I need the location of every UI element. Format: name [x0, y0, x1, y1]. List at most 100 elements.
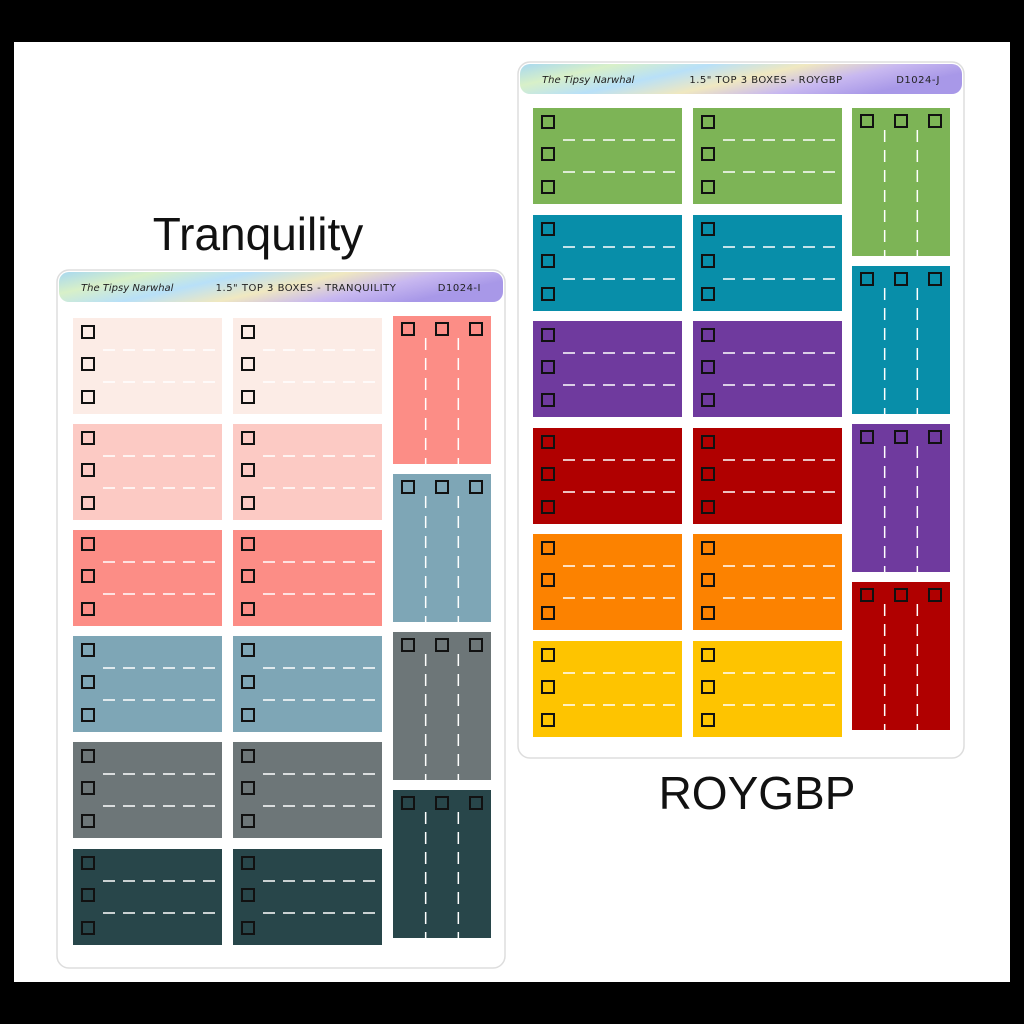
product-code: D1024-I — [438, 283, 481, 294]
box-sticker — [533, 428, 682, 524]
checkbox — [894, 430, 908, 444]
checkbox — [541, 541, 555, 555]
checkbox — [81, 675, 95, 689]
checkbox — [469, 322, 483, 336]
checkbox — [81, 921, 95, 935]
checkbox — [860, 114, 874, 128]
checkbox — [541, 254, 555, 268]
box-sticker — [233, 318, 382, 414]
box-sticker — [693, 534, 842, 630]
sheet-header — [59, 272, 503, 302]
checkbox — [701, 606, 715, 620]
checkbox — [81, 888, 95, 902]
checkbox — [81, 390, 95, 404]
checkbox — [81, 537, 95, 551]
checkbox — [241, 708, 255, 722]
checkbox — [860, 430, 874, 444]
checkbox — [241, 537, 255, 551]
checkbox — [701, 115, 715, 129]
box-sticker — [233, 849, 382, 945]
checkbox — [241, 888, 255, 902]
box-sticker — [73, 849, 222, 945]
product-code: D1024-J — [896, 75, 940, 86]
box-sticker — [693, 215, 842, 311]
checkbox — [860, 588, 874, 602]
box-sticker — [233, 424, 382, 520]
checkbox — [541, 713, 555, 727]
sheet-header — [520, 64, 962, 94]
checkbox — [541, 147, 555, 161]
vertical-sticker — [393, 474, 491, 622]
checkbox — [541, 606, 555, 620]
vertical-sticker — [393, 316, 491, 464]
checkbox — [541, 435, 555, 449]
checkbox — [541, 328, 555, 342]
product-name: 1.5" TOP 3 BOXES - ROYGBP — [689, 75, 842, 86]
checkbox — [701, 360, 715, 374]
checkbox — [928, 114, 942, 128]
vertical-sticker — [393, 632, 491, 780]
box-sticker — [533, 641, 682, 737]
checkbox — [541, 573, 555, 587]
checkbox — [701, 435, 715, 449]
checkbox — [928, 588, 942, 602]
checkbox — [241, 814, 255, 828]
checkbox — [435, 796, 449, 810]
checkbox — [241, 602, 255, 616]
checkbox — [701, 467, 715, 481]
checkbox — [81, 569, 95, 583]
checkbox — [435, 480, 449, 494]
sheet-label: Tranquility — [153, 208, 363, 260]
box-sticker — [693, 321, 842, 417]
checkbox — [701, 680, 715, 694]
box-sticker — [233, 530, 382, 626]
vertical-sticker — [852, 424, 950, 572]
checkbox — [401, 480, 415, 494]
box-sticker — [73, 742, 222, 838]
checkbox — [81, 749, 95, 763]
checkbox — [894, 272, 908, 286]
checkbox — [81, 643, 95, 657]
brand: The Tipsy Narwhal — [542, 75, 635, 86]
checkbox — [401, 322, 415, 336]
checkbox — [701, 648, 715, 662]
checkbox — [241, 357, 255, 371]
vertical-sticker — [393, 790, 491, 938]
box-sticker — [233, 636, 382, 732]
box-sticker — [693, 641, 842, 737]
checkbox — [701, 287, 715, 301]
brand: The Tipsy Narwhal — [81, 283, 174, 294]
checkbox — [469, 480, 483, 494]
checkbox — [81, 325, 95, 339]
vertical-sticker — [852, 108, 950, 256]
checkbox — [469, 796, 483, 810]
checkbox — [241, 921, 255, 935]
checkbox — [241, 675, 255, 689]
checkbox — [701, 500, 715, 514]
checkbox — [241, 781, 255, 795]
checkbox — [435, 638, 449, 652]
checkbox — [541, 180, 555, 194]
checkbox — [541, 393, 555, 407]
box-sticker — [73, 636, 222, 732]
checkbox — [241, 325, 255, 339]
checkbox — [81, 357, 95, 371]
checkbox — [894, 588, 908, 602]
vertical-sticker — [852, 266, 950, 414]
checkbox — [541, 115, 555, 129]
checkbox — [241, 856, 255, 870]
checkbox — [701, 573, 715, 587]
checkbox — [241, 569, 255, 583]
checkbox — [81, 463, 95, 477]
checkbox — [81, 781, 95, 795]
box-sticker — [73, 318, 222, 414]
checkbox — [894, 114, 908, 128]
checkbox — [469, 638, 483, 652]
checkbox — [541, 467, 555, 481]
checkbox — [701, 222, 715, 236]
vertical-sticker — [852, 582, 950, 730]
checkbox — [928, 430, 942, 444]
box-sticker — [73, 424, 222, 520]
checkbox — [241, 749, 255, 763]
